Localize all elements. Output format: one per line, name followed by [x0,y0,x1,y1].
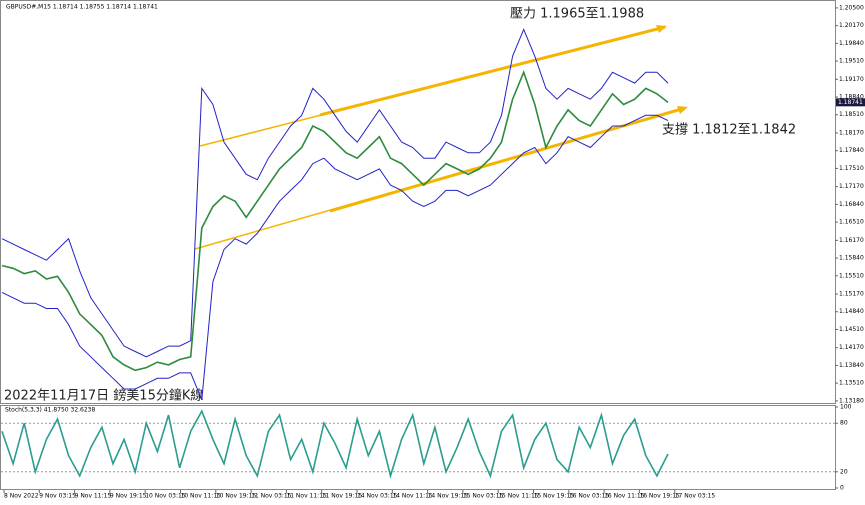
y-tick-label: 1.15840 [839,255,864,262]
y-tick-label: 1.15510 [839,272,864,279]
x-tick-label: 14 Nov 03:15 [357,493,398,500]
y-tick-label: 1.20500 [839,4,864,11]
x-tick-label: 17 Nov 03:15 [675,493,716,500]
y-tick-label: 1.15170 [839,291,864,298]
x-tick-label: 10 Nov 03:15 [145,493,186,500]
annotation: 支撐 1.1812至1.1842 [662,123,796,138]
y-tick-label: 1.19840 [839,40,864,47]
x-tick-label: 16 Nov 19:15 [639,493,680,500]
y-tick-label: 1.18170 [839,129,864,136]
x-tick-label: 11 Nov 03:15 [251,493,292,500]
y-tick-label: 1.16170 [839,237,864,244]
x-tick-label: 15 Nov 03:15 [463,493,504,500]
x-tick-label: 8 Nov 2022 [4,493,39,500]
y-tick-label: 1.17170 [839,183,864,190]
y-tick-label: 20 [840,468,848,475]
x-tick-label: 9 Nov 03:15 [39,493,76,500]
x-tick-label: 14 Nov 19:15 [428,493,469,500]
x-tick-label: 16 Nov 11:15 [604,493,645,500]
y-tick-label: 1.19170 [839,76,864,83]
x-tick-label: 14 Nov 11:15 [392,493,433,500]
stoch-panel [0,405,836,490]
x-tick-label: 9 Nov 19:15 [110,493,147,500]
y-tick-label: 1.18510 [839,111,864,118]
arrow-head [677,106,688,114]
series-line [1,70,669,372]
x-tick-label: 15 Nov 11:15 [498,493,539,500]
series-line [1,114,669,400]
y-tick-label: 1.13840 [839,362,864,369]
series-line [1,28,669,358]
price-panel [0,0,836,404]
x-tick-label: 10 Nov 11:15 [181,493,222,500]
y-tick-label: 1.16840 [839,201,864,208]
y-tick-label: 1.19510 [839,58,864,65]
current-price-label: 1.18741 [838,99,863,106]
y-tick-label: 1.18840 [839,94,864,101]
y-tick-label: 1.17840 [839,147,864,154]
y-tick-label: 1.13180 [839,397,864,404]
annotation: 2022年11月17日 鎊美15分鐘K線 [4,388,203,404]
y-tick-label: 1.13510 [839,380,864,387]
y-tick-label: 1.14840 [839,308,864,315]
y-tick-label: 0 [840,485,844,492]
x-tick-label: 11 Nov 19:15 [322,493,363,500]
stoch-header: Stoch(5,3,3) 41.8750 32.6238 [5,407,96,414]
y-tick-label: 1.16510 [839,219,864,226]
annotation: 壓力 1.1965至1.1988 [510,7,644,22]
current-price-box [836,98,865,107]
y-tick-label: 1.14170 [839,344,864,351]
y-tick-label: 80 [840,420,848,427]
series-line [1,409,669,479]
chart-header: GBPUSD#,M15 1.18714 1.18755 1.18714 1.18… [6,4,158,11]
y-tick-label: 1.17510 [839,165,864,172]
arrow-head [656,25,667,33]
y-tick-label: 100 [840,404,852,411]
x-tick-label: 15 Nov 19:15 [534,493,575,500]
x-tick-label: 16 Nov 03:15 [569,493,610,500]
resistance-channel-bold [319,25,666,117]
x-tick-label: 11 Nov 11:15 [286,493,327,500]
x-tick-label: 9 Nov 11:15 [75,493,112,500]
x-tick-label: 10 Nov 19:15 [216,493,257,500]
y-tick-label: 1.20170 [839,22,864,29]
y-tick-label: 1.14510 [839,326,864,333]
